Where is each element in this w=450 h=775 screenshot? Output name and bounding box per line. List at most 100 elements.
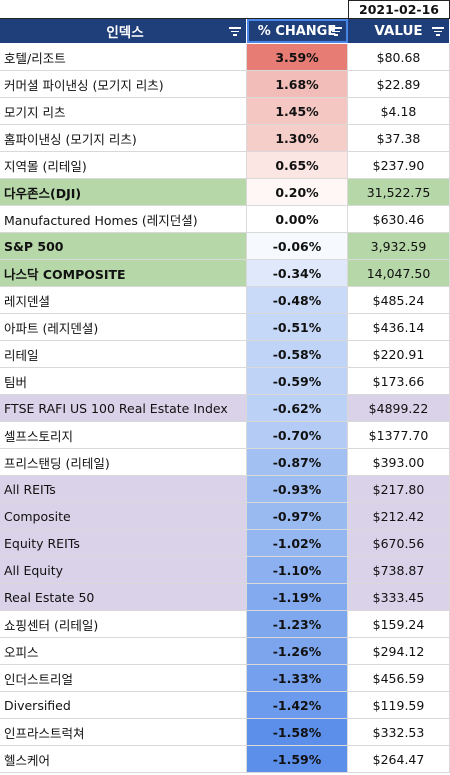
change-cell[interactable]: 1.68% [247, 71, 348, 97]
header-change[interactable]: % CHANGE [247, 19, 348, 43]
value-cell[interactable]: $80.68 [348, 44, 450, 70]
index-name-cell[interactable]: 호텔/리조트 [0, 44, 247, 70]
date-cell[interactable]: 2021-02-16 [348, 0, 450, 18]
index-name-cell[interactable]: 아파트 (레지덴셜) [0, 314, 247, 340]
table-row: 지역몰 (리테일) 0.65% $237.90 [0, 152, 450, 179]
index-name-cell[interactable]: 인더스트리얼 [0, 665, 247, 691]
value-cell[interactable]: $393.00 [348, 449, 450, 475]
index-name-cell[interactable]: S&P 500 [0, 233, 247, 259]
change-cell[interactable]: -1.58% [247, 719, 348, 745]
value-cell[interactable]: 14,047.50 [348, 260, 450, 286]
value-cell[interactable]: $212.42 [348, 503, 450, 529]
index-name-cell[interactable]: 헬스케어 [0, 746, 247, 772]
table-row: 리테일 -0.58% $220.91 [0, 341, 450, 368]
value-cell[interactable]: $159.24 [348, 611, 450, 637]
filter-icon[interactable] [330, 27, 342, 37]
change-cell[interactable]: -1.26% [247, 638, 348, 664]
header-value-label: VALUE [374, 23, 423, 39]
change-cell[interactable]: -0.59% [247, 368, 348, 394]
index-name-cell[interactable]: Real Estate 50 [0, 584, 247, 610]
value-cell[interactable]: $738.87 [348, 557, 450, 583]
value-cell[interactable]: $1377.70 [348, 422, 450, 448]
value-cell[interactable]: $294.12 [348, 638, 450, 664]
filter-icon[interactable] [432, 27, 444, 37]
change-cell[interactable]: 0.65% [247, 152, 348, 178]
index-name-cell[interactable]: 나스닥 COMPOSITE [0, 260, 247, 286]
index-name-cell[interactable]: Equity REITs [0, 530, 247, 556]
change-cell[interactable]: -1.10% [247, 557, 348, 583]
value-cell[interactable]: 31,522.75 [348, 179, 450, 205]
value-cell[interactable]: $119.59 [348, 692, 450, 718]
index-name-cell[interactable]: All Equity [0, 557, 247, 583]
table-row: 레지덴셜 -0.48% $485.24 [0, 287, 450, 314]
change-cell[interactable]: -1.42% [247, 692, 348, 718]
index-name-cell[interactable]: 다우존스(DJI) [0, 179, 247, 205]
index-name-cell[interactable]: 프리스탠딩 (리테일) [0, 449, 247, 475]
value-cell[interactable]: $4899.22 [348, 395, 450, 421]
value-cell[interactable]: $173.66 [348, 368, 450, 394]
value-cell[interactable]: $333.45 [348, 584, 450, 610]
value-cell[interactable]: $630.46 [348, 206, 450, 232]
value-cell[interactable]: $264.47 [348, 746, 450, 772]
table-row: Composite -0.97% $212.42 [0, 503, 450, 530]
change-cell[interactable]: -0.06% [247, 233, 348, 259]
change-cell[interactable]: -1.02% [247, 530, 348, 556]
value-cell[interactable]: $332.53 [348, 719, 450, 745]
change-cell[interactable]: -1.23% [247, 611, 348, 637]
change-cell[interactable]: -0.34% [247, 260, 348, 286]
index-name-cell[interactable]: 셀프스토리지 [0, 422, 247, 448]
change-cell[interactable]: 0.20% [247, 179, 348, 205]
value-cell[interactable]: $220.91 [348, 341, 450, 367]
index-name-cell[interactable]: 모기지 리츠 [0, 98, 247, 124]
index-name-cell[interactable]: 지역몰 (리테일) [0, 152, 247, 178]
change-cell[interactable]: 3.59% [247, 44, 348, 70]
value-cell[interactable]: $22.89 [348, 71, 450, 97]
value-cell[interactable]: $670.56 [348, 530, 450, 556]
index-name-cell[interactable]: Diversified [0, 692, 247, 718]
change-cell[interactable]: -0.87% [247, 449, 348, 475]
index-name-cell[interactable]: 레지덴셜 [0, 287, 247, 313]
value-cell[interactable]: $37.38 [348, 125, 450, 151]
change-cell[interactable]: -1.19% [247, 584, 348, 610]
value-cell[interactable]: 3,932.59 [348, 233, 450, 259]
filter-icon[interactable] [229, 27, 241, 37]
change-cell[interactable]: 1.30% [247, 125, 348, 151]
index-name-cell[interactable]: 팀버 [0, 368, 247, 394]
blank-cell[interactable] [247, 0, 348, 18]
index-name-cell[interactable]: 오피스 [0, 638, 247, 664]
change-cell[interactable]: 1.45% [247, 98, 348, 124]
change-cell[interactable]: -0.51% [247, 314, 348, 340]
header-name-label: 인덱스 [106, 25, 144, 41]
change-cell[interactable]: -0.70% [247, 422, 348, 448]
change-cell[interactable]: -1.33% [247, 665, 348, 691]
index-name-cell[interactable]: 커머셜 파이낸싱 (모기지 리츠) [0, 71, 247, 97]
index-name-cell[interactable]: 리테일 [0, 341, 247, 367]
value-cell[interactable]: $456.59 [348, 665, 450, 691]
table-row: 쇼핑센터 (리테일) -1.23% $159.24 [0, 611, 450, 638]
value-cell[interactable]: $237.90 [348, 152, 450, 178]
blank-cell[interactable] [0, 0, 247, 18]
change-cell[interactable]: 0.00% [247, 206, 348, 232]
value-cell[interactable]: $485.24 [348, 287, 450, 313]
value-cell[interactable]: $4.18 [348, 98, 450, 124]
change-cell[interactable]: -1.59% [247, 746, 348, 772]
index-name-cell[interactable]: All REITs [0, 476, 247, 502]
index-name-cell[interactable]: 홈파이낸싱 (모기지 리츠) [0, 125, 247, 151]
index-name-cell[interactable]: 인프라스트럭쳐 [0, 719, 247, 745]
index-name-cell[interactable]: Manufactured Homes (레지던셜) [0, 206, 247, 232]
table-row: 셀프스토리지 -0.70% $1377.70 [0, 422, 450, 449]
change-cell[interactable]: -0.62% [247, 395, 348, 421]
value-cell[interactable]: $217.80 [348, 476, 450, 502]
index-name-cell[interactable]: Composite [0, 503, 247, 529]
change-cell[interactable]: -0.48% [247, 287, 348, 313]
header-value[interactable]: VALUE [348, 19, 450, 43]
change-cell[interactable]: -0.93% [247, 476, 348, 502]
change-cell[interactable]: -0.97% [247, 503, 348, 529]
header-name[interactable]: 인덱스 [0, 19, 247, 43]
index-name-cell[interactable]: 쇼핑센터 (리테일) [0, 611, 247, 637]
change-cell[interactable]: -0.58% [247, 341, 348, 367]
table-row: Manufactured Homes (레지던셜) 0.00% $630.46 [0, 206, 450, 233]
value-cell[interactable]: $436.14 [348, 314, 450, 340]
index-name-cell[interactable]: FTSE RAFI US 100 Real Estate Index [0, 395, 247, 421]
